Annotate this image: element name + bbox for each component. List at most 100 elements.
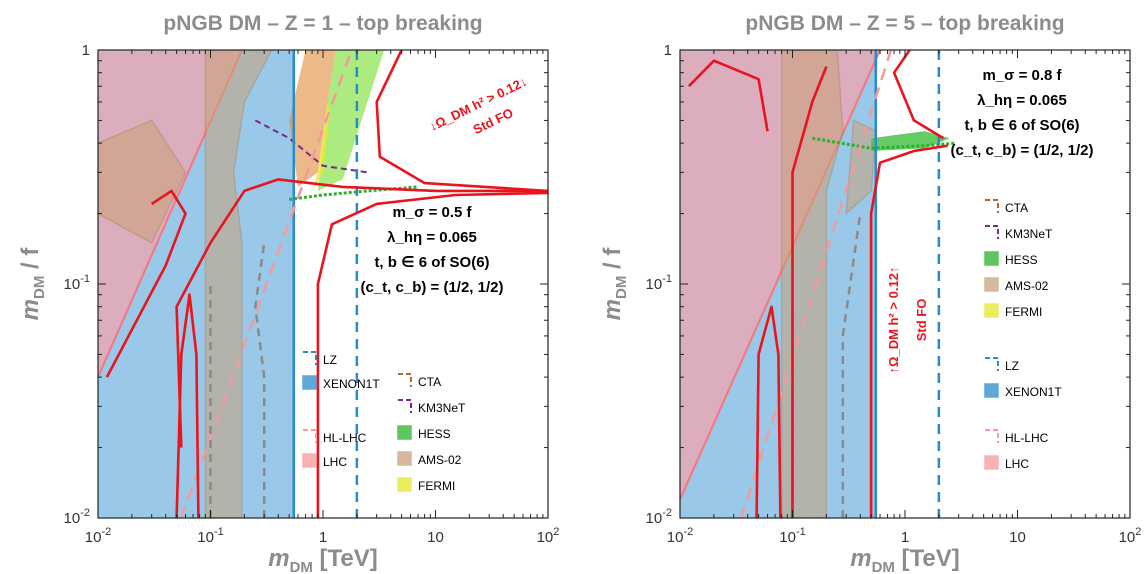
legend-item-lhc: LHC <box>302 453 347 469</box>
x-tick-label: 10 <box>427 529 444 546</box>
legend-label: HESS <box>418 427 451 441</box>
legend-item-cta: CTA <box>985 199 1028 215</box>
param-note: m_σ = 0.5 f <box>392 204 472 221</box>
param-note: t, b ∈ 6 of SO(6) <box>374 254 489 271</box>
legend-label: HL-LHC <box>323 431 367 445</box>
y-axis-label-group: mDM / f <box>599 247 630 321</box>
ams02-region <box>204 50 273 518</box>
legend-label: AMS-02 <box>418 453 462 467</box>
legend-label: LZ <box>323 353 337 367</box>
legend-item-lz: LZ <box>303 351 337 367</box>
x-tick-label: 102 <box>1119 526 1142 546</box>
legend-item-xenon1t: XENON1T <box>302 375 380 391</box>
x-tick-label: 10 <box>1009 529 1026 546</box>
relic-note-group: ↑Ω_DM h² > 0.12↑ Std FO <box>886 267 929 374</box>
ams02-region <box>780 50 844 518</box>
hess-boundary <box>812 136 956 150</box>
x-axis-label: mDM [TeV] <box>268 545 378 574</box>
legend-label: HESS <box>1005 253 1038 267</box>
lhc-boundary <box>680 50 882 500</box>
legend-swatch <box>984 251 999 266</box>
legend-label: FERMI <box>1005 305 1042 319</box>
legend-swatch <box>302 453 317 468</box>
relic-contour <box>687 59 769 132</box>
chart-title: pNGB DM – Z = 1 – top breaking <box>163 12 482 35</box>
relic-contour <box>755 305 782 518</box>
cta-contour <box>841 213 862 518</box>
x-axis-label: mDM [TeV] <box>850 545 960 574</box>
legend-label: FERMI <box>418 479 455 493</box>
legend-label: HL-LHC <box>1005 431 1049 445</box>
legend-label: AMS-02 <box>1005 279 1049 293</box>
relic-note: ↑Ω_DM h² > 0.12↑ <box>886 267 901 374</box>
param-note: λ_hη = 0.065 <box>387 229 477 246</box>
x-tick-label: 1 <box>901 529 909 546</box>
y-axis-label-group: mDM / f <box>17 247 48 321</box>
y-tick-label: 10-2 <box>646 507 672 527</box>
chart-title: pNGB DM – Z = 5 – top breaking <box>745 12 1064 35</box>
x-tick-label: 10-1 <box>779 526 805 546</box>
legend-swatch <box>303 429 317 443</box>
legend-swatch <box>397 425 412 440</box>
param-note: m_σ = 0.8 f <box>982 67 1062 84</box>
legend-label: KM3NeT <box>418 401 466 415</box>
legend-item-xenon1t: XENON1T <box>984 383 1062 399</box>
legend-swatch <box>302 375 317 390</box>
legend-swatch <box>985 357 999 371</box>
x-tick-label: 102 <box>537 526 560 546</box>
relic-contour <box>105 189 187 378</box>
legend-item-km3net: KM3NeT <box>398 399 466 415</box>
x-tick-label: 10-2 <box>667 526 693 546</box>
legend-item-lz: LZ <box>985 357 1019 373</box>
legend-swatch <box>398 373 412 387</box>
legend-item-ams-02: AMS-02 <box>397 451 462 467</box>
panel-1: 10-2 10-1 1 10 102 10-2 10-1 1 pNGB DM – Z = 1 –… <box>17 12 559 574</box>
legend-item-cta: CTA <box>398 373 441 389</box>
param-note: (c_t, c_b) = (1/2, 1/2) <box>361 279 504 296</box>
x-tick-label: 1 <box>319 529 327 546</box>
legend-swatch <box>985 429 999 443</box>
legend-swatch <box>984 455 999 470</box>
legend-swatch <box>985 199 999 213</box>
hess-region <box>871 131 950 151</box>
legend-swatch <box>397 451 412 466</box>
x-tick-label: 10-2 <box>85 526 111 546</box>
y-tick-label: 1 <box>82 42 90 59</box>
legend-swatch <box>985 225 999 239</box>
hess-region <box>317 50 385 191</box>
legend-label: CTA <box>1005 201 1028 215</box>
plot-area <box>98 50 548 518</box>
panel-2: 10-2 10-1 1 10 102 10-2 10-1 1 pNGB DM – Z = 5 –… <box>599 12 1141 574</box>
legend-label: XENON1T <box>323 377 380 391</box>
legend-label: XENON1T <box>1005 385 1062 399</box>
fermi-region <box>312 101 330 191</box>
legend-item-fermi: FERMI <box>984 303 1042 319</box>
hl-lhc-line <box>740 50 893 518</box>
legend-label: LHC <box>1005 457 1029 471</box>
param-note: λ_hη = 0.065 <box>977 92 1067 109</box>
legend-item-hess: HESS <box>984 251 1038 267</box>
cta-region <box>289 50 336 187</box>
plot-area <box>680 50 956 518</box>
km3net-boundary <box>254 119 368 174</box>
relic-contour <box>869 144 949 518</box>
relic-label: Std FO <box>914 299 929 342</box>
legend-label: CTA <box>418 375 441 389</box>
legend-swatch <box>397 477 412 492</box>
y-axis-label: mDM / f <box>17 247 48 321</box>
y-tick-label: 10-1 <box>64 273 90 293</box>
legend-label: KM3NeT <box>1005 227 1053 241</box>
legend-swatch <box>984 277 999 292</box>
relic-contour <box>892 50 945 140</box>
x-tick-label: 10-1 <box>197 526 223 546</box>
legend-item-fermi: FERMI <box>397 477 455 493</box>
relic-contour <box>316 191 548 518</box>
legend-swatch <box>398 399 412 413</box>
relic-contour <box>791 66 828 518</box>
y-tick-label: 1 <box>664 42 672 59</box>
legend-item-ams-02: AMS-02 <box>984 277 1049 293</box>
hess-boundary <box>288 185 419 201</box>
ams02-region <box>98 119 187 244</box>
legend-swatch <box>984 303 999 318</box>
